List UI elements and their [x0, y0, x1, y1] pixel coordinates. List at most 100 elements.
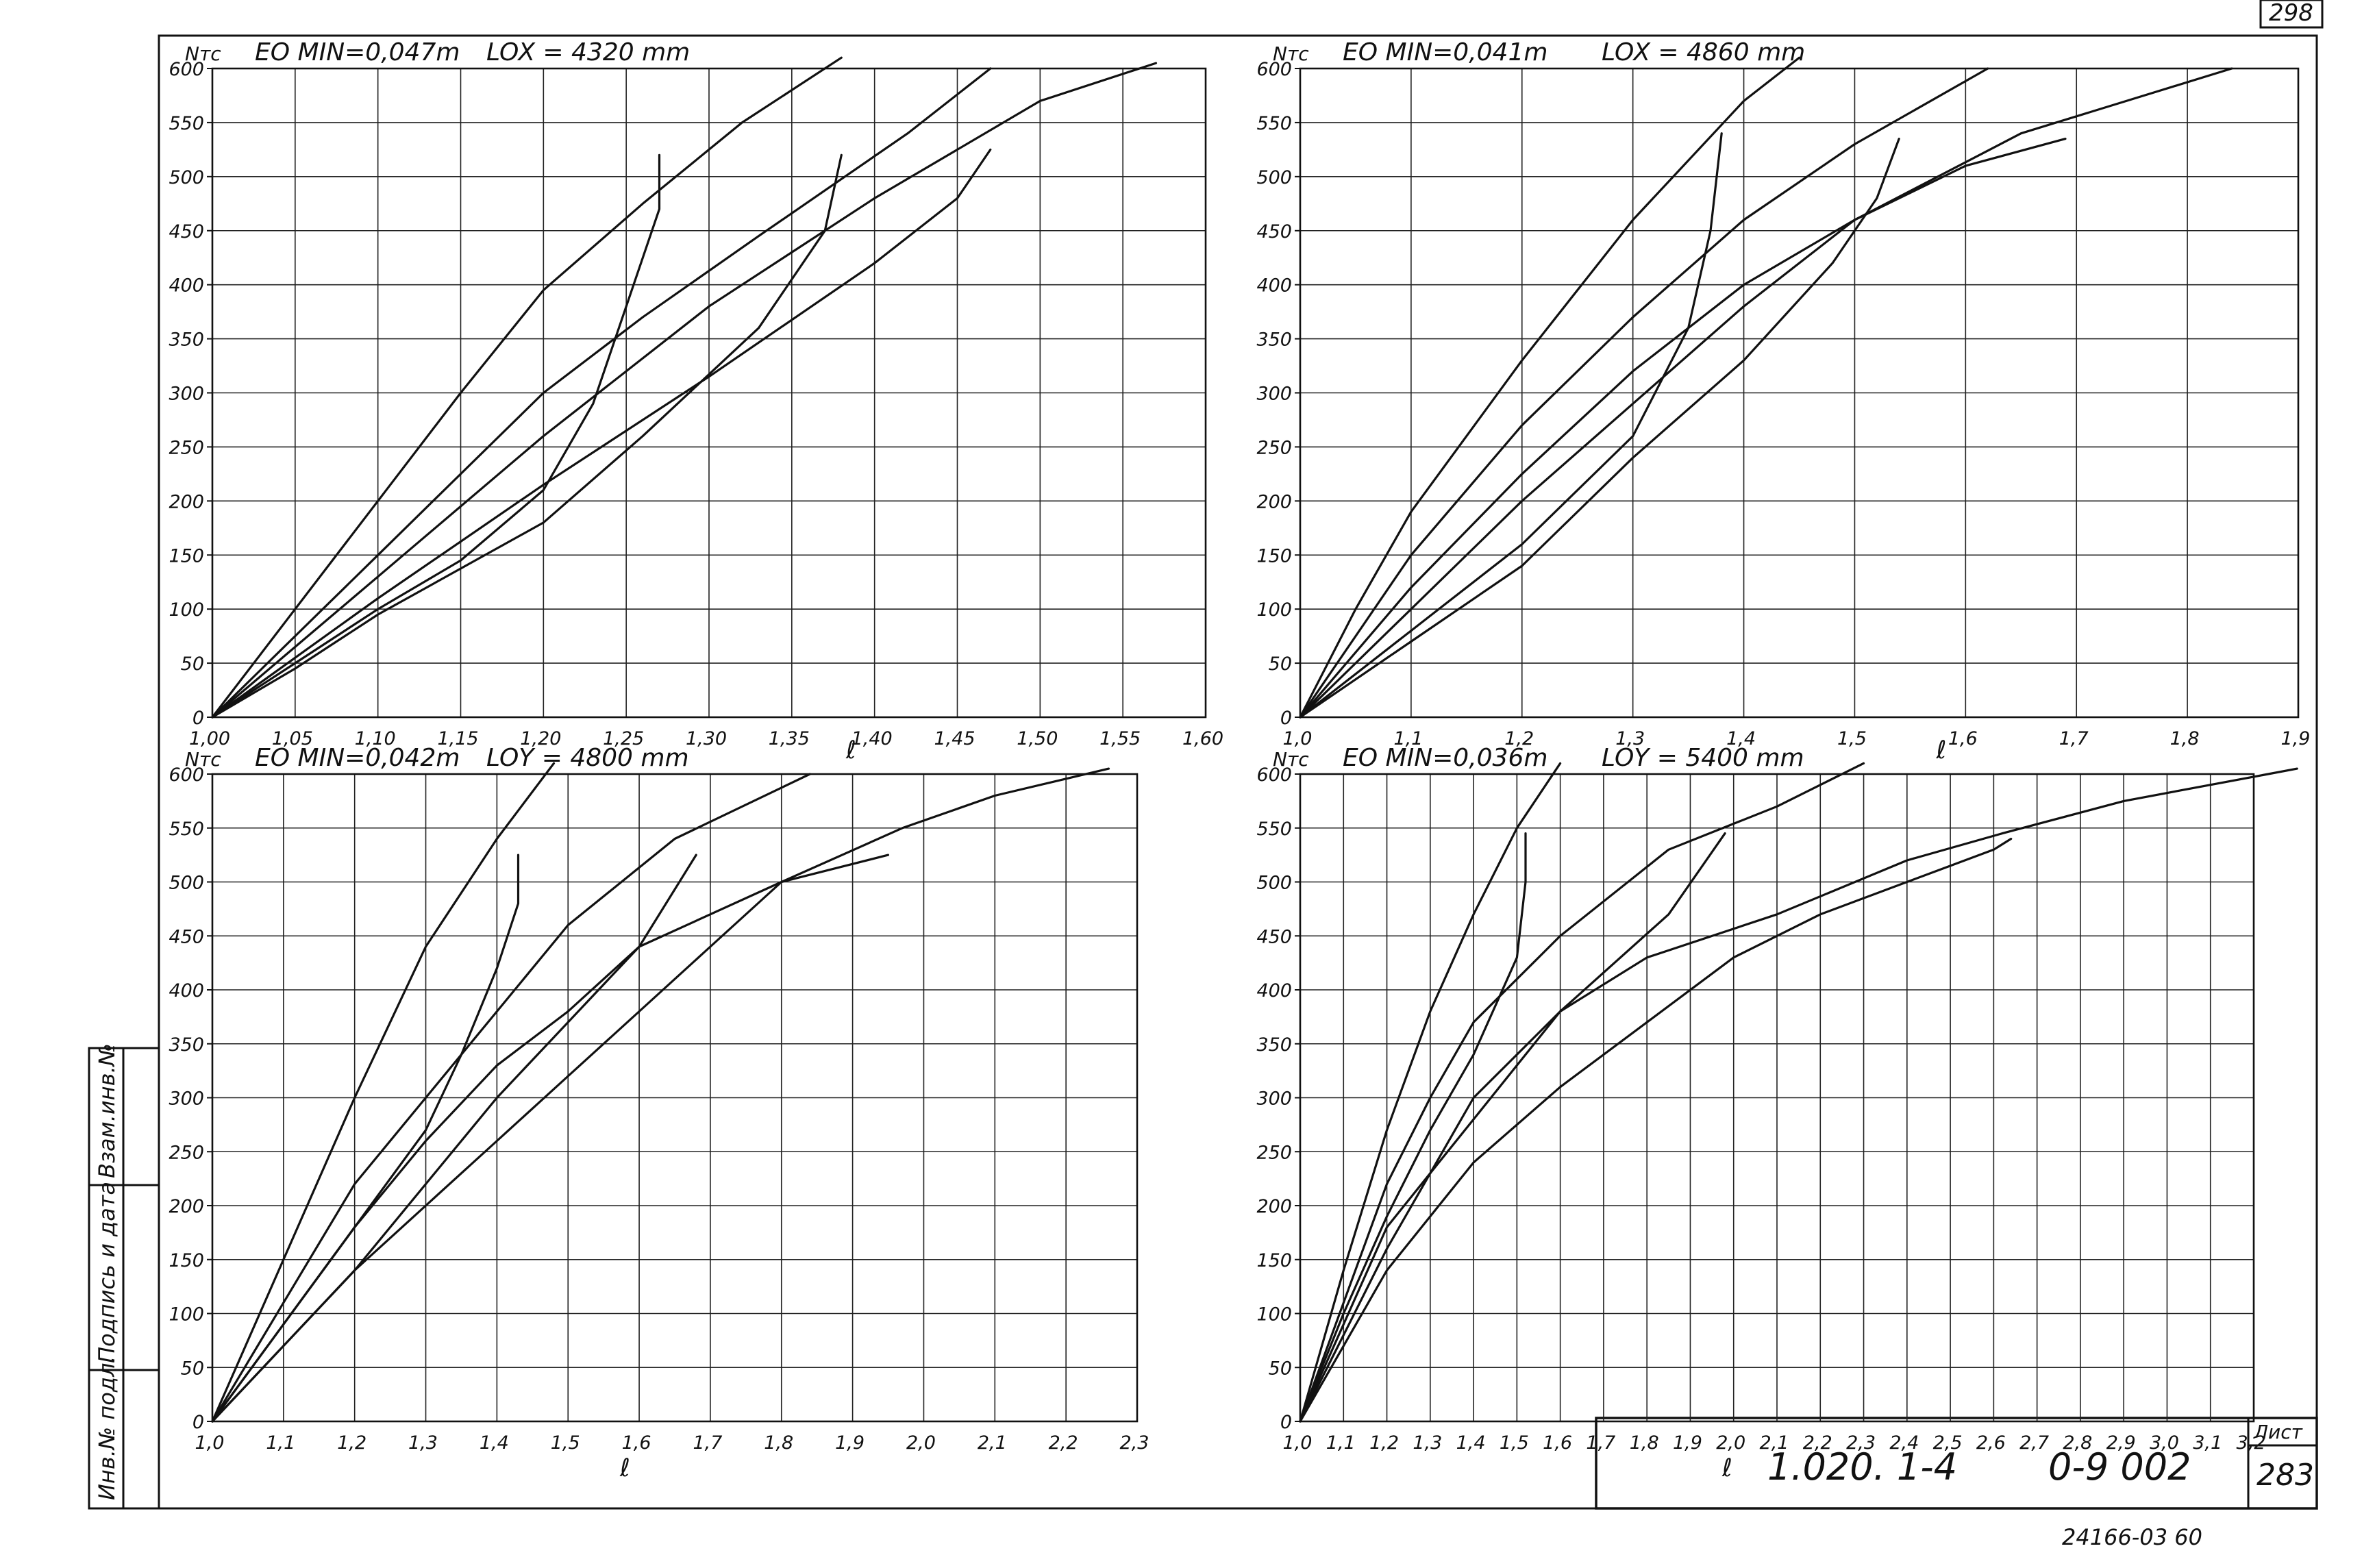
stamp-sheet-label: Лист	[2253, 1421, 2303, 1443]
series-line-4	[1299, 138, 2067, 719]
y-tick-label: 150	[169, 1250, 204, 1271]
y-tick-label: 100	[169, 1304, 204, 1326]
y-axis-label: Nтс	[1273, 748, 1309, 771]
side-label-replace-inv: Взам.инв.№	[94, 1043, 120, 1178]
x-tick-label: 1,0	[1283, 728, 1313, 749]
x-tick-label: 1,5	[551, 1432, 580, 1454]
y-tick-label: 250	[169, 1142, 204, 1163]
x-tick-label: 2,7	[2019, 1432, 2049, 1454]
x-tick-label: 1,2	[1504, 728, 1534, 749]
x-axis-label: ℓ	[1721, 1454, 1732, 1482]
series-line-1	[211, 56, 843, 719]
y-tick-label: 350	[1256, 1034, 1292, 1056]
y-tick-label: 350	[169, 1034, 204, 1056]
x-tick-label: 1,3	[1413, 1432, 1442, 1454]
y-tick-label: 50	[181, 654, 204, 675]
y-tick-label: 100	[1256, 1304, 1292, 1326]
side-label-signature-date: Подпись и дата	[94, 1182, 120, 1363]
length-label: LOX = 4860 mm	[1602, 38, 1805, 66]
chart-bottom-right: 0 50 100 150 200 250 300 350 400 450 500 550 600 1,0 1…	[1256, 744, 2298, 1482]
x-tick-label: 1,20	[520, 728, 561, 749]
x-tick-label: 1,6	[1948, 728, 1978, 749]
x-axis-label: ℓ	[1936, 736, 1947, 764]
y-tick-label: 300	[169, 1088, 204, 1110]
x-tick-label: 2,9	[2106, 1432, 2136, 1454]
side-label-inv-no: Инв.№ подл.	[94, 1356, 120, 1500]
length-label: LOY = 4800 mm	[486, 744, 689, 772]
x-tick-label: 2,1	[978, 1432, 1007, 1454]
y-tick-label: 500	[169, 873, 204, 894]
x-tick-label: 2,0	[906, 1432, 936, 1454]
sheet-number: 283	[2256, 1458, 2314, 1493]
y-tick-label: 150	[1256, 1250, 1292, 1271]
y-tick-label: 100	[1256, 599, 1292, 621]
y-tick-label: 250	[1256, 437, 1292, 458]
series-line-5	[211, 854, 520, 1423]
x-tick-label: 1,8	[1630, 1432, 1659, 1454]
chart-top-left: 0 50 100 150 200 250 300 350 400 450 500 550 600 1,00…	[169, 38, 1223, 764]
corner-number: 298	[2269, 0, 2313, 27]
y-tick-label: 50	[1269, 654, 1292, 675]
corner-number-box	[2259, 0, 2324, 29]
x-tick-label: 1,45	[934, 728, 975, 749]
y-tick-label: 400	[169, 275, 204, 297]
x-tick-label: 1,55	[1099, 728, 1141, 749]
x-tick-label: 1,2	[337, 1432, 366, 1454]
y-tick-label: 150	[1256, 545, 1292, 567]
sheet-frame	[158, 34, 2318, 1510]
series-line-1	[211, 762, 556, 1423]
series-line-4	[1299, 837, 2013, 1423]
series-line-5	[1299, 832, 1527, 1423]
x-tick-label: 1,35	[769, 728, 810, 749]
y-tick-label: 0	[192, 1412, 204, 1433]
y-tick-label: 450	[1256, 926, 1292, 947]
doc-code-left: 1.020. 1-4	[1767, 1445, 1957, 1489]
x-tick-label: 2,8	[2063, 1432, 2092, 1454]
x-tick-label: 1,50	[1017, 728, 1058, 749]
y-axis-label: Nтс	[185, 42, 221, 65]
x-tick-label: 2,0	[1716, 1432, 1745, 1454]
x-tick-label: 1,1	[1393, 728, 1423, 749]
x-tick-label: 1,6	[1543, 1432, 1572, 1454]
x-tick-label: 2,4	[1889, 1432, 1919, 1454]
x-tick-label: 1,8	[764, 1432, 793, 1454]
x-tick-label: 1,0	[1283, 1432, 1313, 1454]
eo-min-label: EO MIN=0,041m	[1343, 38, 1547, 66]
y-tick-label: 300	[1256, 1088, 1292, 1110]
chart-bottom-left: 0 50 100 150 200 250 300 350 400 450 500 550 600 1,0 1…	[169, 744, 1149, 1482]
x-tick-label: 1,9	[835, 1432, 865, 1454]
y-tick-label: 450	[1256, 221, 1292, 242]
series-line-3	[1299, 767, 2298, 1423]
x-tick-label: 1,1	[266, 1432, 295, 1454]
y-tick-label: 450	[169, 926, 204, 947]
x-tick-label: 3,1	[2193, 1432, 2222, 1454]
x-tick-label: 1,15	[437, 728, 478, 749]
eo-min-label: EO MIN=0,036m	[1343, 744, 1547, 772]
series-line-3	[211, 767, 1110, 1423]
x-tick-label: 1,4	[1456, 1432, 1486, 1454]
x-tick-label: 1,4	[480, 1432, 509, 1454]
x-tick-label: 1,3	[1615, 728, 1645, 749]
series-line-5	[211, 153, 661, 719]
y-tick-label: 250	[169, 437, 204, 458]
y-tick-label: 200	[169, 491, 204, 512]
y-tick-label: 450	[169, 221, 204, 242]
y-tick-label: 550	[1256, 819, 1292, 840]
y-axis-label: Nтс	[1273, 42, 1309, 65]
x-tick-label: 1,4	[1726, 728, 1756, 749]
series-line-6	[1299, 138, 1900, 719]
y-tick-label: 200	[169, 1196, 204, 1217]
x-tick-label: 1,1	[1326, 1432, 1356, 1454]
x-tick-label: 1,05	[272, 728, 313, 749]
y-tick-label: 0	[192, 708, 204, 729]
eo-min-label: EO MIN=0,042m	[255, 744, 460, 772]
series-line-2	[1299, 67, 1989, 719]
x-tick-label: 1,10	[355, 728, 396, 749]
y-tick-label: 550	[169, 819, 204, 840]
series-line-4	[211, 148, 992, 719]
y-tick-label: 500	[1256, 873, 1292, 894]
series-line-6	[211, 854, 697, 1423]
x-tick-label: 1,5	[1500, 1432, 1529, 1454]
series-line-2	[1299, 762, 1865, 1423]
